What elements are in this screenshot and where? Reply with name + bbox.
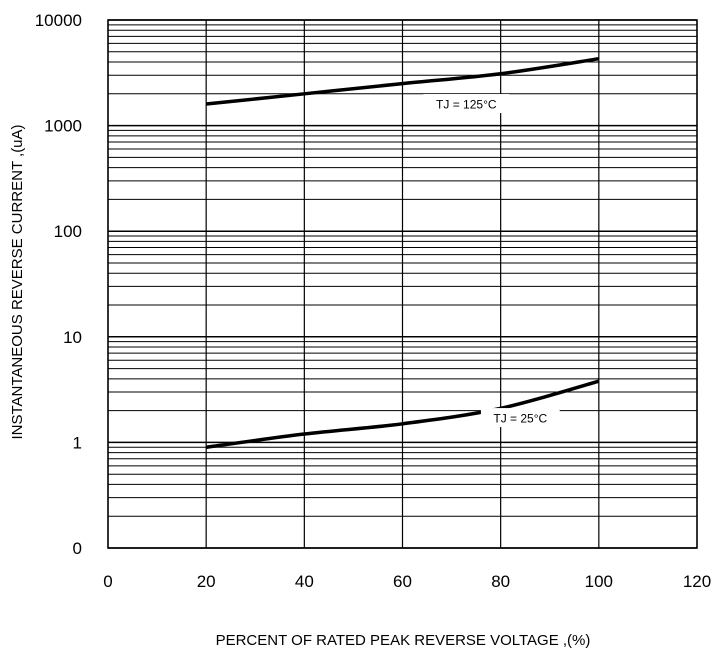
- x-tick-label: 120: [683, 572, 711, 591]
- series-lines: [205, 56, 600, 449]
- x-tick-label: 100: [585, 572, 613, 591]
- series-line: [205, 379, 600, 449]
- y-tick-label: 10: [63, 328, 82, 347]
- curve-label: TJ = 125°C: [436, 98, 497, 112]
- curve-label-box: [480, 408, 560, 428]
- x-tick-label: 20: [197, 572, 216, 591]
- x-tick-label: 60: [393, 572, 412, 591]
- y-tick-label: 100: [54, 222, 82, 241]
- grid-lines: [107, 19, 698, 549]
- y-tick-label: 1000: [44, 117, 82, 136]
- tick-labels: 0 20 40 60 80 100 120 0 1 10 100 1000 10000: [35, 11, 711, 591]
- series-line: [205, 56, 600, 106]
- plot-frame: [107, 19, 698, 549]
- y-tick-label: 1: [73, 433, 82, 452]
- y-tick-label: 0: [73, 539, 82, 558]
- x-tick-label: 0: [103, 572, 112, 591]
- curve-label: TJ = 25°C: [493, 412, 547, 426]
- curve-labels: TJ = 125°C TJ = 25°C: [423, 94, 560, 428]
- x-axis-title: PERCENT OF RATED PEAK REVERSE VOLTAGE ,(…: [216, 632, 591, 649]
- y-tick-label: 10000: [35, 11, 82, 30]
- curve-label-box: [423, 94, 510, 114]
- x-tick-label: 80: [491, 572, 510, 591]
- y-axis-title: INSTANTANEOUS REVERSE CURRENT ,(uA): [9, 124, 26, 439]
- x-tick-label: 40: [295, 572, 314, 591]
